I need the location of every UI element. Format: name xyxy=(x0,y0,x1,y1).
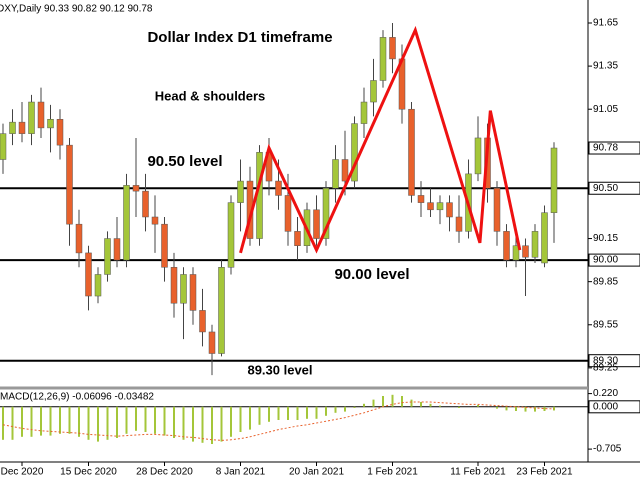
x-tick-label: 28 Dec 2020 xyxy=(136,467,193,478)
x-tick-label: 20 Jan 2021 xyxy=(289,467,344,478)
x-tick-label: 23 Feb 2021 xyxy=(516,467,573,478)
candle-body xyxy=(332,159,339,189)
candle-body xyxy=(493,188,501,232)
candle-body xyxy=(85,252,92,297)
annotation: 89.30 level xyxy=(247,362,312,377)
candle-body xyxy=(474,137,482,175)
annotation: 90.50 level xyxy=(147,153,222,170)
y-tick-label: 89.55 xyxy=(593,319,618,330)
candle-body xyxy=(142,190,149,218)
annotation: 90.00 level xyxy=(334,266,409,283)
y-tick-label: 90.78 xyxy=(593,143,618,154)
y-tick-label: 0.000 xyxy=(593,401,618,412)
candle-body xyxy=(341,159,349,182)
candle-body xyxy=(275,180,282,196)
y-tick-label: -0.705 xyxy=(593,444,622,455)
annotation: Head & shoulders xyxy=(155,88,266,103)
candle-body xyxy=(436,202,444,211)
candle-body xyxy=(322,188,330,239)
candle-body xyxy=(417,195,425,203)
candle-body xyxy=(522,245,529,258)
candle-body xyxy=(360,101,368,124)
candle-body xyxy=(189,274,197,311)
candle-body xyxy=(18,121,26,134)
candle-body xyxy=(170,267,178,304)
candle-body xyxy=(379,37,387,81)
candle-body xyxy=(66,144,73,225)
candle-body xyxy=(208,331,216,354)
candle-body xyxy=(75,223,83,254)
candle-body xyxy=(151,216,159,225)
candle-body xyxy=(161,223,168,268)
x-tick-label: 8 Jan 2021 xyxy=(216,467,266,478)
candle-body xyxy=(0,133,7,160)
candle-body xyxy=(503,231,510,261)
y-tick-label: 91.35 xyxy=(593,61,618,72)
pattern-line xyxy=(239,25,522,254)
y-tick-label: 91.65 xyxy=(593,18,618,29)
y-tick-label: 91.05 xyxy=(593,104,618,115)
candle-body xyxy=(132,185,140,192)
candle-body xyxy=(94,274,102,297)
candle-body xyxy=(370,80,377,103)
y-tick-label: 90.50 xyxy=(593,183,618,194)
candle-body xyxy=(56,119,64,146)
y-tick-box xyxy=(588,181,640,195)
candle-body xyxy=(180,274,187,304)
chart-header: DXY,Daily 90.33 90.82 90.12 90.78 xyxy=(0,4,153,15)
y-tick-box xyxy=(588,253,640,267)
candle-body xyxy=(408,108,415,196)
y-tick-label: 89.30 xyxy=(593,355,618,366)
candle-body xyxy=(123,185,130,261)
y-tick-label: 89.25 xyxy=(593,363,618,374)
candle-body xyxy=(9,121,16,134)
candle-body xyxy=(113,238,121,261)
candle-body xyxy=(47,119,54,129)
candle-body xyxy=(351,123,358,182)
candle-body xyxy=(455,216,463,232)
candle-body xyxy=(199,310,206,333)
x-tick-label: 11 Feb 2021 xyxy=(450,467,506,478)
x-tick-label: Dec 2020 xyxy=(1,467,44,478)
macd-title: MACD(12,26,9) -0.06096 -0.03482 xyxy=(0,392,154,403)
candle-body xyxy=(227,202,235,268)
candle-body xyxy=(294,231,301,246)
y-tick-label: 90.00 xyxy=(593,255,618,266)
candle-body xyxy=(237,180,244,203)
y-tick-label: 0.220 xyxy=(593,388,618,399)
candle-body xyxy=(541,212,548,264)
y-tick-box xyxy=(588,354,640,368)
candle-body xyxy=(37,101,45,129)
candle-body xyxy=(284,195,292,232)
y-tick-box xyxy=(588,400,640,414)
candle-body xyxy=(512,245,520,261)
candle-body xyxy=(218,267,225,354)
candle-body xyxy=(446,202,453,218)
candle-body xyxy=(104,238,111,275)
candle-body xyxy=(531,231,539,258)
y-tick-label: 89.85 xyxy=(593,276,618,287)
y-tick-label: 90.15 xyxy=(593,233,618,244)
candle-body xyxy=(427,202,434,211)
candle-body xyxy=(28,101,35,134)
x-tick-label: 15 Dec 2020 xyxy=(60,467,117,478)
candle-body xyxy=(313,209,320,239)
candle-body xyxy=(389,37,396,60)
signal-line xyxy=(2,401,555,441)
y-tick-box xyxy=(588,141,640,155)
x-tick-label: 1 Feb 2021 xyxy=(367,467,418,478)
chart-title: Dollar Index D1 timeframe xyxy=(147,29,332,46)
candle-body xyxy=(550,147,558,213)
